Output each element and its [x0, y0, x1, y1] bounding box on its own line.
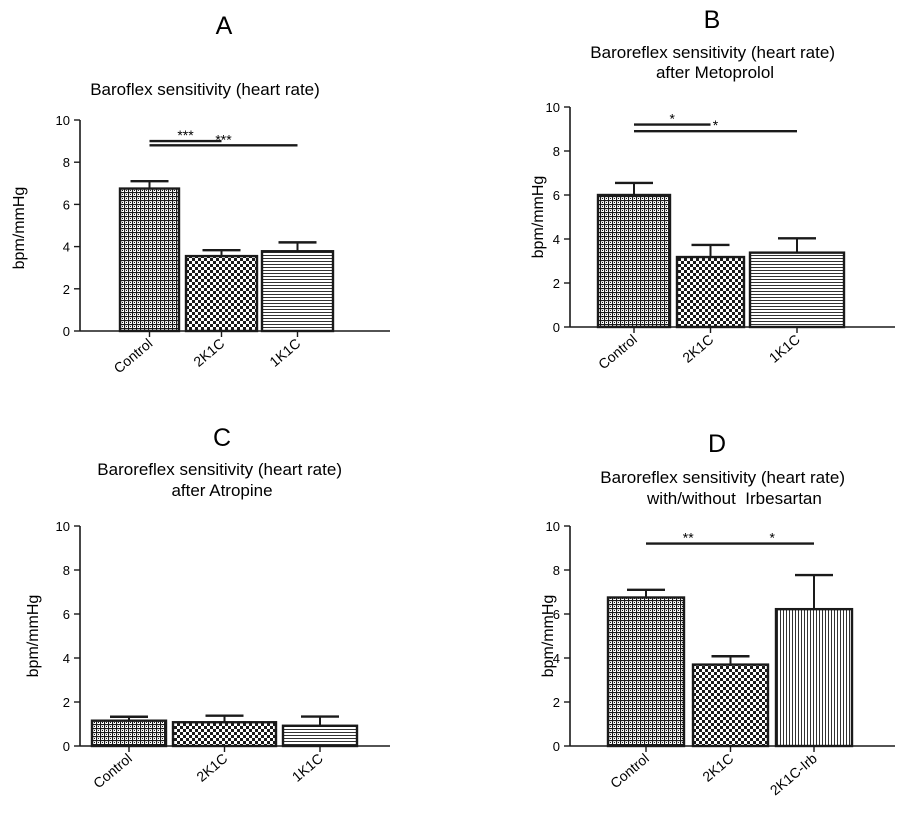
panel-a-category-label: 2K1C: [190, 335, 227, 370]
panel-b-ytick-label: 10: [546, 100, 560, 115]
panel-d-category-label: 2K1C-Irb: [767, 750, 820, 798]
panel-d-category-label: 2K1C: [699, 750, 736, 785]
panel-b-sig-label: *: [670, 111, 676, 127]
panel-d-title-line: with/without Irbesartan: [628, 489, 822, 508]
panel-d-ytick-label: 10: [546, 519, 560, 534]
panel-d-ytick-label: 0: [553, 739, 560, 754]
panel-b-plot: bpm/mmHg 0 2 4 6 8 10 Control 2K1C 1K1C * *: [530, 100, 895, 372]
panel-a: A Baroflex sensitivity (heart rate) bpm/…: [11, 12, 390, 376]
panel-b-bar: [748, 251, 846, 329]
panel-a-sig-label: ***: [215, 131, 232, 147]
panel-c-ytick-label: 8: [63, 563, 70, 578]
panel-b-title-line: after Metoprolol: [656, 63, 774, 82]
panel-a-bar: [118, 187, 181, 333]
panel-c-ytick-label: 2: [63, 695, 70, 710]
panel-b-category-label: 2K1C: [679, 331, 716, 366]
panel-a-sig-label: ***: [177, 127, 194, 143]
panel-a-ytick-label: 4: [63, 240, 70, 255]
panel-d-bar: [774, 607, 854, 748]
panel-c-category-label: 2K1C: [193, 750, 230, 785]
panel-c-category-label: 1K1C: [289, 750, 326, 785]
panel-a-bar: [184, 254, 259, 333]
panel-b-ytick-label: 8: [553, 144, 560, 159]
panel-b-title-line: Baroreflex sensitivity (heart rate): [590, 43, 835, 62]
panel-c-title-line: Baroreflex sensitivity (heart rate): [97, 460, 342, 479]
panel-c-plot: bpm/mmHg 0 2 4 6 8 10 Control 2K1C 1K1C: [25, 519, 390, 791]
panel-c-title: Baroreflex sensitivity (heart rate) afte…: [97, 460, 346, 500]
panel-b-category-label: 1K1C: [766, 331, 803, 366]
panel-a-letter: A: [216, 12, 233, 40]
panel-d: D Baroreflex sensitivity (heart rate) wi…: [540, 430, 895, 798]
panel-c: C Baroreflex sensitivity (heart rate) af…: [25, 424, 390, 791]
panel-a-title-line: Baroflex sensitivity (heart rate): [90, 80, 320, 99]
panel-a-plot: bpm/mmHg 0 2 4 6 8 10 Control 2K1C 1K1C *** ***: [11, 113, 390, 376]
panel-b-letter: B: [704, 6, 721, 34]
panel-d-ytick-label: 2: [553, 695, 560, 710]
panel-c-bar: [171, 721, 278, 748]
panel-a-ylabel: bpm/mmHg: [11, 187, 28, 270]
panel-b-category-label: Control: [595, 331, 640, 372]
panel-b-ytick-label: 4: [553, 232, 560, 247]
panel-c-ytick-label: 4: [63, 651, 70, 666]
panel-c-letter: C: [213, 424, 231, 452]
panel-c-bar: [90, 719, 168, 748]
panel-b: B Baroreflex sensitivity (heart rate) af…: [530, 6, 895, 372]
panel-a-ytick-label: 8: [63, 155, 70, 170]
panel-a-ytick-label: 6: [63, 197, 70, 212]
panel-d-sig-label: **: [683, 530, 694, 546]
panel-c-ytick-label: 10: [56, 519, 70, 534]
panel-b-ytick-label: 2: [553, 276, 560, 291]
panel-b-title: Baroreflex sensitivity (heart rate) afte…: [590, 43, 839, 82]
panel-b-ylabel: bpm/mmHg: [530, 176, 547, 259]
panel-d-sig-label: *: [770, 530, 776, 546]
panel-b-ytick-label: 6: [553, 188, 560, 203]
panel-a-ytick-label: 2: [63, 282, 70, 297]
panel-d-category-label: Control: [607, 750, 652, 791]
panel-d-title: Baroreflex sensitivity (heart rate) with…: [600, 468, 849, 508]
panel-a-ytick-label: 10: [56, 113, 70, 128]
panel-d-bar: [606, 596, 686, 748]
panel-d-ylabel: bpm/mmHg: [540, 595, 557, 678]
panel-d-ytick-label: 8: [553, 563, 560, 578]
panel-d-bar: [691, 663, 770, 748]
panel-b-bar: [675, 255, 746, 329]
panel-a-category-label: 1K1C: [266, 335, 303, 370]
panel-c-bar: [281, 724, 359, 748]
panel-a-title: Baroflex sensitivity (heart rate): [90, 80, 320, 99]
panel-c-ylabel: bpm/mmHg: [25, 595, 42, 678]
panel-d-ytick-label: 6: [553, 607, 560, 622]
panel-a-bar: [260, 250, 335, 333]
panel-b-ytick-label: 0: [553, 320, 560, 335]
panel-c-ytick-label: 0: [63, 739, 70, 754]
panel-a-category-label: Control: [111, 335, 156, 376]
panel-d-letter: D: [708, 430, 726, 458]
panel-b-bar: [596, 193, 672, 329]
panel-c-category-label: Control: [90, 750, 135, 791]
panel-d-ytick-label: 4: [553, 651, 560, 666]
panel-b-sig-label: *: [713, 117, 719, 133]
panel-d-title-line: Baroreflex sensitivity (heart rate): [600, 468, 845, 487]
panel-c-ytick-label: 6: [63, 607, 70, 622]
panel-a-ytick-label: 0: [63, 324, 70, 339]
panel-c-title-line: after Atropine: [171, 481, 272, 500]
